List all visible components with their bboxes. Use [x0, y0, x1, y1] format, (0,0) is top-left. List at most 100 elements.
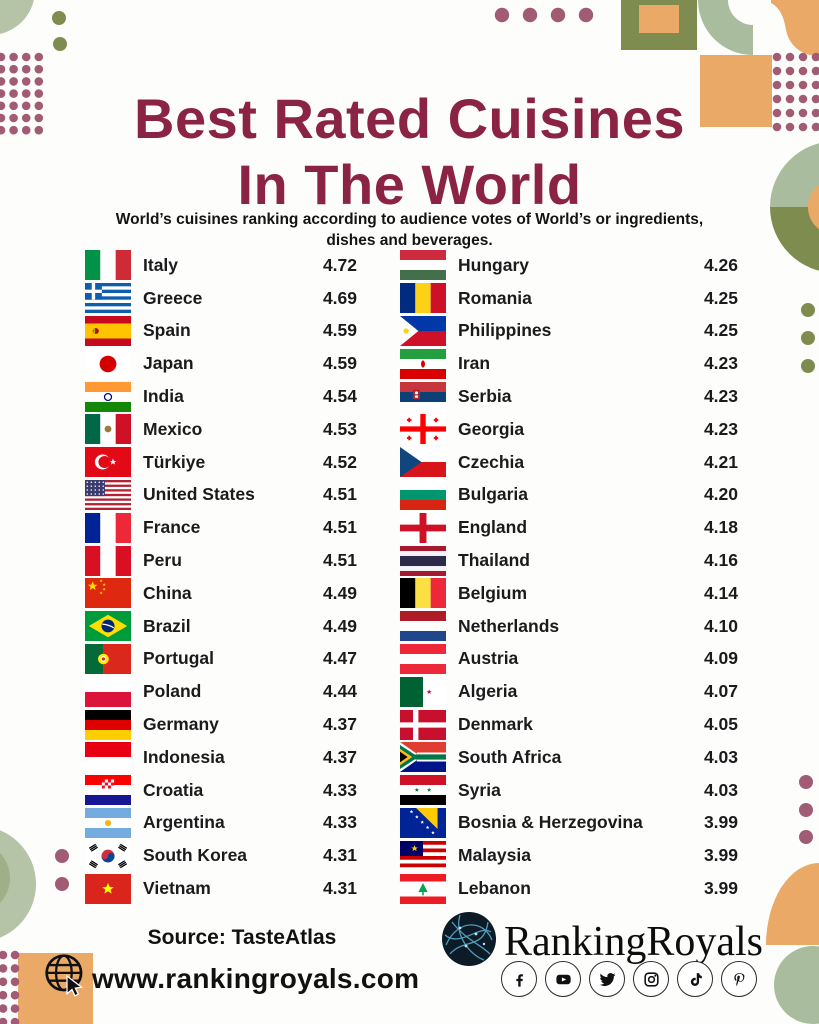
dot-grid-bottom-left	[0, 950, 20, 1024]
ranking-row-czechia: Czechia 4.21	[400, 446, 738, 479]
cuisine-rating: 4.49	[322, 582, 357, 603]
country-name: Syria	[458, 779, 501, 800]
cuisine-rating: 4.54	[322, 386, 357, 407]
country-name: Mexico	[143, 418, 203, 439]
ranking-row-turkiye: Türkiye 4.52	[85, 446, 357, 479]
country-name: Peru	[143, 550, 182, 571]
orange-inner-square	[639, 5, 679, 33]
cuisine-rating: 4.52	[322, 451, 357, 472]
page-subtitle: World’s cuisines ranking according to au…	[115, 210, 704, 250]
austria-flag-icon	[400, 643, 446, 674]
cuisine-rating: 4.33	[322, 779, 357, 800]
cuisine-rating: 4.69	[322, 287, 357, 308]
ranking-row-croatia: Croatia 4.33	[85, 774, 357, 807]
orange-hook-top-right	[771, 0, 819, 56]
ranking-row-belgium: Belgium 4.14	[400, 577, 738, 610]
instagram-icon[interactable]	[633, 961, 669, 997]
netherlands-flag-icon	[400, 611, 446, 642]
country-name: Austria	[458, 648, 519, 669]
country-name: Algeria	[458, 681, 518, 702]
country-name: Argentina	[143, 812, 225, 833]
denmark-flag-icon	[400, 709, 446, 740]
tiktok-icon[interactable]	[677, 961, 713, 997]
cuisine-rating: 4.72	[322, 254, 357, 275]
country-name: Thailand	[458, 550, 530, 571]
ranking-row-malaysia: Malaysia 3.99	[400, 839, 738, 872]
ranking-row-austria: Austria 4.09	[400, 643, 738, 676]
cuisine-rating: 4.05	[703, 714, 738, 735]
sage-blob-bottom-left	[0, 830, 36, 938]
country-name: Czechia	[458, 451, 525, 472]
south-korea-flag-icon	[85, 840, 131, 871]
germany-flag-icon	[85, 709, 131, 740]
country-name: Germany	[143, 714, 219, 735]
ranking-row-iran: Iran 4.23	[400, 347, 738, 380]
twitter-icon[interactable]	[589, 961, 625, 997]
source-label: Source: TasteAtlas	[147, 926, 337, 949]
cuisine-rating: 4.03	[703, 746, 738, 767]
england-flag-icon	[400, 512, 446, 543]
maroon-dot-column-right	[799, 775, 813, 844]
brand-name: RankingRoyals	[504, 918, 763, 965]
rankingroyals-globe-icon	[440, 910, 498, 973]
pinterest-icon[interactable]	[721, 961, 757, 997]
cuisine-rating: 4.23	[703, 353, 738, 374]
cuisine-rating: 4.20	[703, 484, 738, 505]
youtube-icon[interactable]	[545, 961, 581, 997]
ranking-column-left: Italy 4.72 Greece 4.69 Spain 4.59 Japan 4.59 Ind…	[85, 249, 357, 905]
globe-cursor-icon	[42, 950, 92, 1007]
thailand-flag-icon	[400, 545, 446, 576]
ranking-row-philippines: Philippines 4.25	[400, 315, 738, 348]
greece-flag-icon	[85, 283, 131, 314]
country-name: Belgium	[458, 582, 528, 603]
ranking-row-portugal: Portugal 4.47	[85, 643, 357, 676]
country-name: South Korea	[143, 845, 248, 866]
country-name: Greece	[143, 287, 203, 308]
ranking-row-indonesia: Indonesia 4.37	[85, 741, 357, 774]
ranking-row-spain: Spain 4.59	[85, 315, 357, 348]
country-name: Bulgaria	[458, 484, 529, 505]
ranking-row-south-korea: South Korea 4.31	[85, 839, 357, 872]
cuisine-rating: 4.31	[322, 878, 357, 899]
country-name: France	[143, 517, 201, 538]
poland-flag-icon	[85, 676, 131, 707]
ranking-row-china: China 4.49	[85, 577, 357, 610]
vietnam-flag-icon	[85, 873, 131, 904]
china-flag-icon	[85, 578, 131, 609]
country-name: Brazil	[143, 615, 191, 636]
social-icons-row	[501, 961, 757, 997]
orange-quarter-bottom-right	[766, 863, 819, 945]
facebook-icon[interactable]	[501, 961, 537, 997]
ranking-column-right: Hungary 4.26 Romania 4.25 Philippines 4.25 Ira…	[400, 249, 738, 905]
usa-flag-icon	[85, 479, 131, 510]
cuisine-rating: 4.37	[322, 746, 357, 767]
country-name: Japan	[143, 353, 194, 374]
cuisine-rating: 4.44	[322, 681, 357, 702]
olive-dot	[53, 37, 67, 51]
ranking-row-netherlands: Netherlands 4.10	[400, 610, 738, 643]
ranking-row-bosnia: Bosnia & Herzegovina 3.99	[400, 807, 738, 840]
country-name: England	[458, 517, 528, 538]
country-name: Türkiye	[143, 451, 206, 472]
ranking-row-india: India 4.54	[85, 380, 357, 413]
ranking-row-serbia: Serbia 4.23	[400, 380, 738, 413]
italy-flag-icon	[85, 250, 131, 281]
corner-blob-top-left	[0, 0, 34, 34]
ranking-row-argentina: Argentina 4.33	[85, 807, 357, 840]
cuisine-rating: 4.25	[703, 320, 738, 341]
malaysia-flag-icon	[400, 840, 446, 871]
cuisine-rating: 4.51	[322, 484, 357, 505]
website-link[interactable]: www.rankingroyals.com	[42, 950, 419, 1007]
cuisine-rating: 4.18	[703, 517, 738, 538]
algeria-flag-icon	[400, 676, 446, 707]
cuisine-rating: 4.25	[703, 287, 738, 308]
cuisine-rating: 4.53	[322, 418, 357, 439]
cuisine-rating: 4.47	[322, 648, 357, 669]
country-name: Spain	[143, 320, 191, 341]
website-url[interactable]: www.rankingroyals.com	[92, 962, 420, 994]
page-title: Best Rated Cuisines In The World	[0, 86, 819, 218]
ranking-row-usa: United States 4.51	[85, 479, 357, 512]
bosnia-flag-icon	[400, 807, 446, 838]
title-line-1: Best Rated Cuisines	[134, 86, 685, 150]
